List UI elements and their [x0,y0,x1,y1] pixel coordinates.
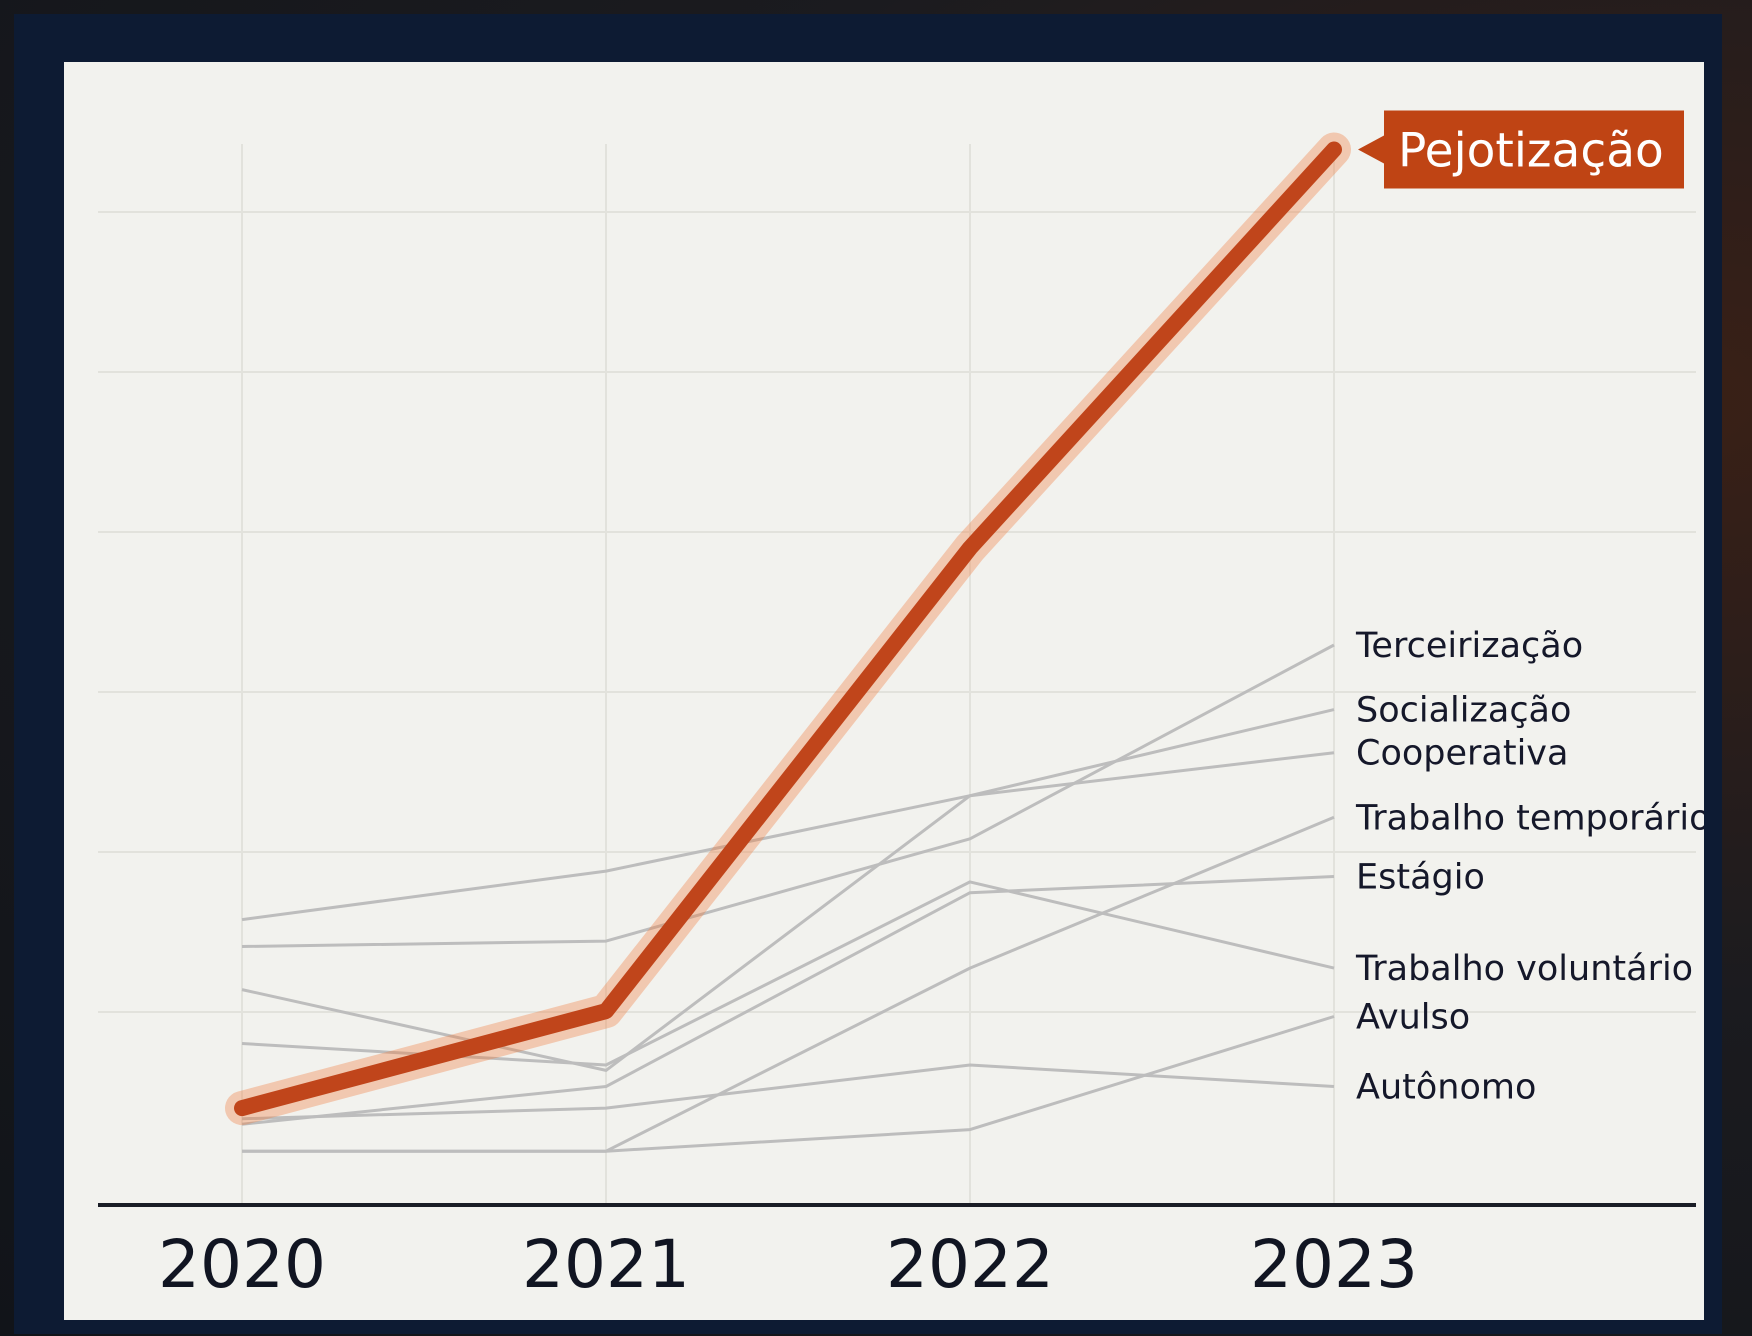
grid [98,144,1696,1205]
series-line-7 [241,1063,1335,1121]
highlight-line [234,141,1342,1117]
series-line-4 [241,875,1335,1126]
series-line-3 [242,815,1335,1153]
series-label-6: Avulso [1356,998,1470,1038]
series-line-0 [241,643,1335,948]
x-tick-2022: 2022 [886,1226,1054,1303]
highlight-series [225,132,1351,1126]
line-chart: 2020 2021 2022 2023 Terceirização Socializaç… [98,110,1704,1303]
highlight-glow [225,132,1351,1126]
series-label-4: Estágio [1356,858,1485,898]
series-line-5 [241,880,1335,1067]
series-label-1: Socialização [1356,691,1571,731]
highlight-callout: Pejotização [1358,110,1684,189]
series-label-2: Cooperativa [1356,734,1568,774]
chart-panel: 2020 2021 2022 2023 Terceirização Socializaç… [64,62,1704,1320]
callout-box [1358,110,1684,189]
x-tick-2023: 2023 [1250,1226,1418,1303]
series-line-1 [241,708,1335,922]
secondary-series [241,643,1335,1153]
series-label-7: Autônomo [1356,1068,1536,1108]
x-tick-2021: 2021 [522,1226,690,1303]
series-line-2 [241,751,1335,1072]
chart-frame: 2020 2021 2022 2023 Terceirização Socializaç… [14,14,1722,1334]
series-line-6 [242,1015,1335,1153]
callout-label: Pejotização [1398,124,1664,179]
series-label-3: Trabalho temporário [1355,798,1704,838]
x-axis: 2020 2021 2022 2023 [98,1203,1696,1303]
series-label-5: Trabalho voluntário [1355,949,1693,989]
series-label-0: Terceirização [1355,626,1583,666]
x-tick-2020: 2020 [158,1226,326,1303]
